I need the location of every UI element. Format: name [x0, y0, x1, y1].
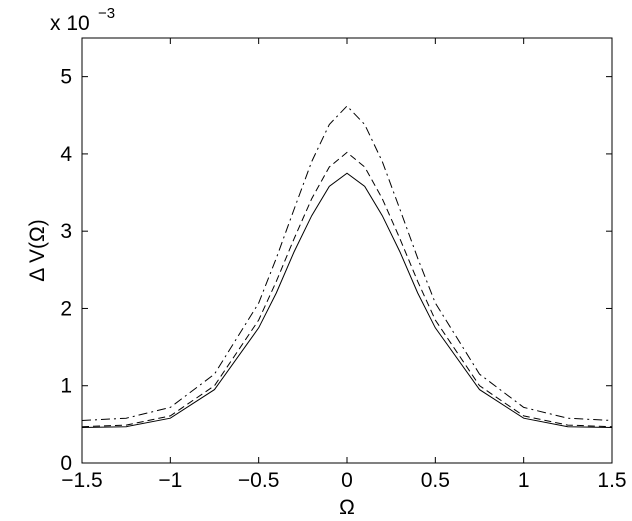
y-tick-label: 5 — [60, 66, 72, 89]
x-axis-label: Ω — [339, 496, 355, 519]
exponent-power: −3 — [98, 5, 115, 22]
y-tick-label: 1 — [60, 375, 72, 398]
series-line-solid — [81, 172, 613, 428]
x-tick-label: −0.5 — [238, 469, 279, 492]
series-line-dashed — [81, 151, 613, 428]
y-tick-label: 3 — [60, 220, 72, 243]
plot-frame — [81, 37, 613, 464]
y-tick-label: 0 — [60, 452, 72, 475]
x-tick-label: 1.5 — [597, 469, 626, 492]
x-tick-label: 0.5 — [421, 469, 450, 492]
y-axis-exponent: x 10 −3 — [50, 5, 115, 35]
x-tick-label: −1 — [158, 469, 182, 492]
exponent-base: x 10 — [50, 12, 90, 35]
x-tick-label: −1.5 — [61, 469, 102, 492]
series-line-dashdot — [81, 105, 613, 421]
y-tick-label: 2 — [60, 297, 72, 320]
x-axis-ticks: −1.5 −1 −0.5 0 0.5 1 1.5 — [61, 38, 627, 492]
x-tick-label: 0 — [341, 469, 353, 492]
series-layer — [81, 105, 613, 428]
y-axis-label: Δ V(Ω) — [26, 219, 49, 281]
y-tick-label: 4 — [60, 143, 72, 166]
x-tick-label: 1 — [518, 469, 530, 492]
y-axis-ticks: 0 1 2 3 4 5 — [60, 66, 612, 475]
